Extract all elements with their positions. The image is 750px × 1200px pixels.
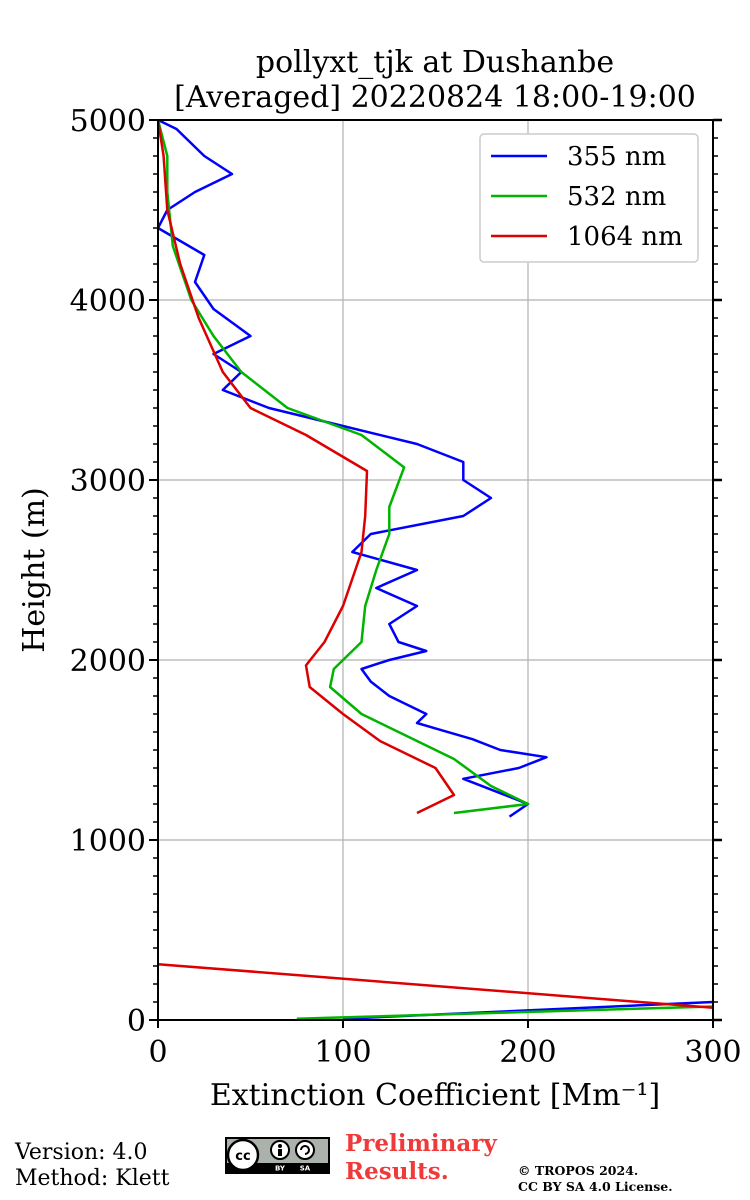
y-tick-label: 2000 xyxy=(70,644,146,679)
preliminary-line-1: Preliminary xyxy=(345,1130,497,1157)
legend-label: 1064 nm xyxy=(567,222,683,252)
chart-title: pollyxt_tjk at Dushanbe xyxy=(256,45,614,80)
x-axis-label: Extinction Coefficient [Mm⁻¹] xyxy=(210,1078,660,1113)
y-tick-label: 0 xyxy=(127,1004,146,1039)
svg-text:cc: cc xyxy=(235,1149,250,1164)
legend: 355 nm 532 nm 1064 nm xyxy=(479,133,699,263)
legend-label: 355 nm xyxy=(567,142,666,172)
x-tick-label: 100 xyxy=(314,1035,371,1070)
copyright-line-2: CC BY SA 4.0 License. xyxy=(518,1179,673,1194)
x-tick-label: 300 xyxy=(684,1035,741,1070)
series-line-532-nm-low xyxy=(296,1005,713,1020)
y-tick-label: 4000 xyxy=(70,284,146,319)
y-axis-label: Height (m) xyxy=(17,487,52,652)
x-tick-label: 200 xyxy=(499,1035,556,1070)
chart-subtitle: [Averaged] 20220824 18:00-19:00 xyxy=(174,80,696,115)
preliminary-results-note: Preliminary Results. xyxy=(345,1130,497,1186)
svg-text:SA: SA xyxy=(300,1165,311,1173)
series-line-1064-nm xyxy=(158,120,456,815)
y-tick-label: 1000 xyxy=(70,824,146,859)
version-text: Version: 4.0 xyxy=(15,1140,148,1165)
svg-text:BY: BY xyxy=(275,1165,286,1173)
preliminary-line-2: Results. xyxy=(345,1158,449,1185)
method-text: Method: Klett xyxy=(15,1166,170,1191)
y-tick-label: 5000 xyxy=(70,104,146,139)
series-line-1064-nm-low xyxy=(158,962,713,1010)
copyright-note: © TROPOS 2024. CC BY SA 4.0 License. xyxy=(518,1163,673,1195)
legend-label: 532 nm xyxy=(567,182,666,212)
x-tick-label: 0 xyxy=(148,1035,167,1070)
copyright-line-1: © TROPOS 2024. xyxy=(518,1163,639,1178)
y-tick-label: 3000 xyxy=(70,464,146,499)
legend-box xyxy=(479,133,699,263)
series-layer xyxy=(158,120,713,1020)
cc-by-sa-logo-icon: cc BY SA xyxy=(225,1137,330,1174)
